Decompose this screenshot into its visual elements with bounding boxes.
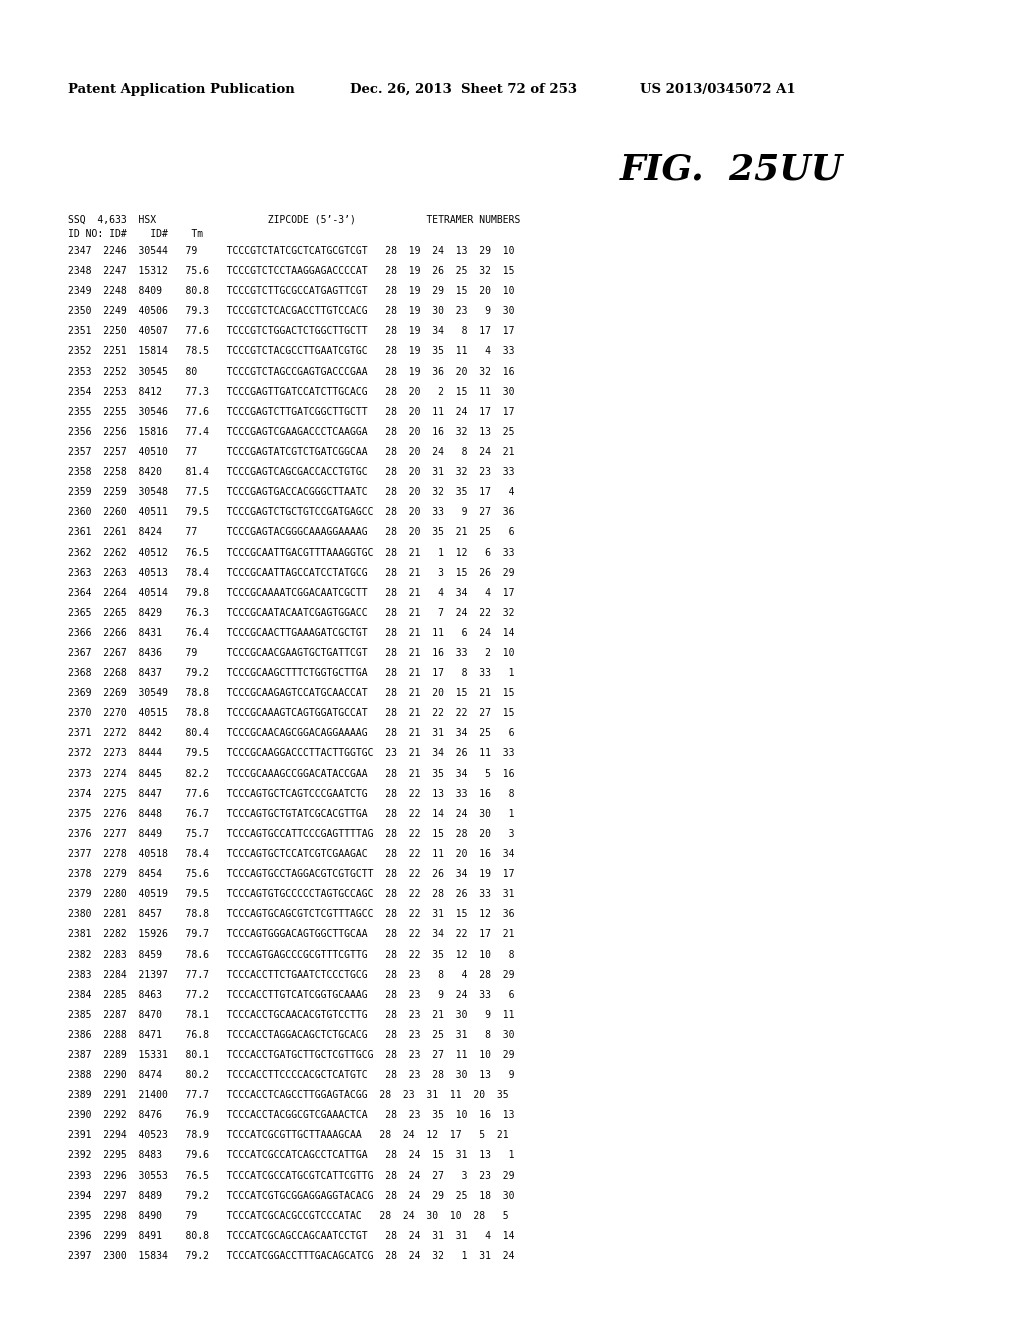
Text: 2396  2299  8491    80.8   TCCCATCGCAGCCAGCAATCCTGT   28  24  31  31   4  14: 2396 2299 8491 80.8 TCCCATCGCAGCCAGCAATC… — [68, 1232, 514, 1241]
Text: ID NO: ID#    ID#    Tm: ID NO: ID# ID# Tm — [68, 228, 203, 239]
Text: 2397  2300  15834   79.2   TCCCATCGGACCTTTGACAGCATCG  28  24  32   1  31  24: 2397 2300 15834 79.2 TCCCATCGGACCTTTGACA… — [68, 1251, 514, 1261]
Text: 2391  2294  40523   78.9   TCCCATCGCGTTGCTTAAAGCAA   28  24  12  17   5  21: 2391 2294 40523 78.9 TCCCATCGCGTTGCTTAAA… — [68, 1130, 509, 1140]
Text: 2371  2272  8442    80.4   TCCCGCAACAGCGGACAGGAAAAG   28  21  31  34  25   6: 2371 2272 8442 80.4 TCCCGCAACAGCGGACAGGA… — [68, 729, 514, 738]
Text: US 2013/0345072 A1: US 2013/0345072 A1 — [640, 83, 796, 96]
Text: 2367  2267  8436    79     TCCCGCAACGAAGTGCTGATTCGT   28  21  16  33   2  10: 2367 2267 8436 79 TCCCGCAACGAAGTGCTGATTC… — [68, 648, 514, 657]
Text: 2370  2270  40515   78.8   TCCCGCAAAGTCAGTGGATGCCAT   28  21  22  22  27  15: 2370 2270 40515 78.8 TCCCGCAAAGTCAGTGGAT… — [68, 709, 514, 718]
Text: 2382  2283  8459    78.6   TCCCAGTGAGCCCGCGTTTCGTTG   28  22  35  12  10   8: 2382 2283 8459 78.6 TCCCAGTGAGCCCGCGTTTC… — [68, 949, 514, 960]
Text: 2378  2279  8454    75.6   TCCCAGTGCCTAGGACGTCGTGCTT  28  22  26  34  19  17: 2378 2279 8454 75.6 TCCCAGTGCCTAGGACGTCG… — [68, 869, 514, 879]
Text: 2354  2253  8412    77.3   TCCCGAGTTGATCCATCTTGCACG   28  20   2  15  11  30: 2354 2253 8412 77.3 TCCCGAGTTGATCCATCTTG… — [68, 387, 514, 397]
Text: 2347  2246  30544   79     TCCCGTCTATCGCTCATGCGTCGT   28  19  24  13  29  10: 2347 2246 30544 79 TCCCGTCTATCGCTCATGCGT… — [68, 246, 514, 256]
Text: 2355  2255  30546   77.6   TCCCGAGTCTTGATCGGCTTGCTT   28  20  11  24  17  17: 2355 2255 30546 77.6 TCCCGAGTCTTGATCGGCT… — [68, 407, 514, 417]
Text: 2394  2297  8489    79.2   TCCCATCGTGCGGAGGAGGTACACG  28  24  29  25  18  30: 2394 2297 8489 79.2 TCCCATCGTGCGGAGGAGGT… — [68, 1191, 514, 1201]
Text: 2348  2247  15312   75.6   TCCCGTCTCCTAAGGAGACCCCAT   28  19  26  25  32  15: 2348 2247 15312 75.6 TCCCGTCTCCTAAGGAGAC… — [68, 267, 514, 276]
Text: 2376  2277  8449    75.7   TCCCAGTGCCATTCCCGAGTTTTAG  28  22  15  28  20   3: 2376 2277 8449 75.7 TCCCAGTGCCATTCCCGAGT… — [68, 829, 514, 840]
Text: 2372  2273  8444    79.5   TCCCGCAAGGACCCTTACTTGGTGC  23  21  34  26  11  33: 2372 2273 8444 79.5 TCCCGCAAGGACCCTTACTT… — [68, 748, 514, 759]
Text: 2356  2256  15816   77.4   TCCCGAGTCGAAGACCCTCAAGGA   28  20  16  32  13  25: 2356 2256 15816 77.4 TCCCGAGTCGAAGACCCTC… — [68, 426, 514, 437]
Text: SSQ  4,633  HSX                   ZIPCODE (5’-3’)            TETRAMER NUMBERS: SSQ 4,633 HSX ZIPCODE (5’-3’) TETRAMER N… — [68, 215, 520, 224]
Text: 2392  2295  8483    79.6   TCCCATCGCCATCAGCCTCATTGA   28  24  15  31  13   1: 2392 2295 8483 79.6 TCCCATCGCCATCAGCCTCA… — [68, 1151, 514, 1160]
Text: 2369  2269  30549   78.8   TCCCGCAAGAGTCCATGCAACCAT   28  21  20  15  21  15: 2369 2269 30549 78.8 TCCCGCAAGAGTCCATGCA… — [68, 688, 514, 698]
Text: 2386  2288  8471    76.8   TCCCACCTAGGACAGCTCTGCACG   28  23  25  31   8  30: 2386 2288 8471 76.8 TCCCACCTAGGACAGCTCTG… — [68, 1030, 514, 1040]
Text: 2352  2251  15814   78.5   TCCCGTCTACGCCTTGAATCGTGC   28  19  35  11   4  33: 2352 2251 15814 78.5 TCCCGTCTACGCCTTGAAT… — [68, 346, 514, 356]
Text: 2361  2261  8424    77     TCCCGAGTACGGGCAAAGGAAAAG   28  20  35  21  25   6: 2361 2261 8424 77 TCCCGAGTACGGGCAAAGGAAA… — [68, 528, 514, 537]
Text: 2368  2268  8437    79.2   TCCCGCAAGCTTTCTGGTGCTTGA   28  21  17   8  33   1: 2368 2268 8437 79.2 TCCCGCAAGCTTTCTGGTGC… — [68, 668, 514, 678]
Text: 2353  2252  30545   80     TCCCGTCTAGCCGAGTGACCCGAA   28  19  36  20  32  16: 2353 2252 30545 80 TCCCGTCTAGCCGAGTGACCC… — [68, 367, 514, 376]
Text: 2351  2250  40507   77.6   TCCCGTCTGGACTCTGGCTTGCTT   28  19  34   8  17  17: 2351 2250 40507 77.6 TCCCGTCTGGACTCTGGCT… — [68, 326, 514, 337]
Text: 2350  2249  40506   79.3   TCCCGTCTCACGACCTTGTCCACG   28  19  30  23   9  30: 2350 2249 40506 79.3 TCCCGTCTCACGACCTTGT… — [68, 306, 514, 317]
Text: 2390  2292  8476    76.9   TCCCACCTACGGCGTCGAAACTCA   28  23  35  10  16  13: 2390 2292 8476 76.9 TCCCACCTACGGCGTCGAAA… — [68, 1110, 514, 1121]
Text: 2364  2264  40514   79.8   TCCCGCAAAATCGGACAATCGCTT   28  21   4  34   4  17: 2364 2264 40514 79.8 TCCCGCAAAATCGGACAAT… — [68, 587, 514, 598]
Text: 2359  2259  30548   77.5   TCCCGAGTGACCACGGGCTTAATC   28  20  32  35  17   4: 2359 2259 30548 77.5 TCCCGAGTGACCACGGGCT… — [68, 487, 514, 498]
Text: 2387  2289  15331   80.1   TCCCACCTGATGCTTGCTCGTTGCG  28  23  27  11  10  29: 2387 2289 15331 80.1 TCCCACCTGATGCTTGCTC… — [68, 1049, 514, 1060]
Text: 2360  2260  40511   79.5   TCCCGAGTCTGCTGTCCGATGAGCC  28  20  33   9  27  36: 2360 2260 40511 79.5 TCCCGAGTCTGCTGTCCGA… — [68, 507, 514, 517]
Text: 2385  2287  8470    78.1   TCCCACCTGCAACACGTGTCCTTG   28  23  21  30   9  11: 2385 2287 8470 78.1 TCCCACCTGCAACACGTGTC… — [68, 1010, 514, 1020]
Text: Dec. 26, 2013  Sheet 72 of 253: Dec. 26, 2013 Sheet 72 of 253 — [350, 83, 577, 96]
Text: 2365  2265  8429    76.3   TCCCGCAATACAATCGAGTGGACC   28  21   7  24  22  32: 2365 2265 8429 76.3 TCCCGCAATACAATCGAGTG… — [68, 607, 514, 618]
Text: 2373  2274  8445    82.2   TCCCGCAAAGCCGGACATACCGAA   28  21  35  34   5  16: 2373 2274 8445 82.2 TCCCGCAAAGCCGGACATAC… — [68, 768, 514, 779]
Text: 2384  2285  8463    77.2   TCCCACCTTGTCATCGGTGCAAAG   28  23   9  24  33   6: 2384 2285 8463 77.2 TCCCACCTTGTCATCGGTGC… — [68, 990, 514, 999]
Text: 2379  2280  40519   79.5   TCCCAGTGTGCCCCCTAGTGCCAGC  28  22  28  26  33  31: 2379 2280 40519 79.5 TCCCAGTGTGCCCCCTAGT… — [68, 890, 514, 899]
Text: 2389  2291  21400   77.7   TCCCACCTCAGCCTTGGAGTACGG  28  23  31  11  20  35: 2389 2291 21400 77.7 TCCCACCTCAGCCTTGGAG… — [68, 1090, 509, 1100]
Text: 2381  2282  15926   79.7   TCCCAGTGGGACAGTGGCTTGCAA   28  22  34  22  17  21: 2381 2282 15926 79.7 TCCCAGTGGGACAGTGGCT… — [68, 929, 514, 940]
Text: 2383  2284  21397   77.7   TCCCACCTTCTGAATCTCCCTGCG   28  23   8   4  28  29: 2383 2284 21397 77.7 TCCCACCTTCTGAATCTCC… — [68, 970, 514, 979]
Text: 2362  2262  40512   76.5   TCCCGCAATTGACGTTTAAAGGTGC  28  21   1  12   6  33: 2362 2262 40512 76.5 TCCCGCAATTGACGTTTAA… — [68, 548, 514, 557]
Text: 2366  2266  8431    76.4   TCCCGCAACTTGAAAGATCGCTGT   28  21  11   6  24  14: 2366 2266 8431 76.4 TCCCGCAACTTGAAAGATCG… — [68, 628, 514, 638]
Text: 2395  2298  8490    79     TCCCATCGCACGCCGTCCCATAC   28  24  30  10  28   5: 2395 2298 8490 79 TCCCATCGCACGCCGTCCCATA… — [68, 1210, 509, 1221]
Text: 2393  2296  30553   76.5   TCCCATCGCCATGCGTCATTCGTTG  28  24  27   3  23  29: 2393 2296 30553 76.5 TCCCATCGCCATGCGTCAT… — [68, 1171, 514, 1180]
Text: FIG.  25UU: FIG. 25UU — [620, 152, 843, 186]
Text: 2357  2257  40510   77     TCCCGAGTATCGTCTGATCGGCAA   28  20  24   8  24  21: 2357 2257 40510 77 TCCCGAGTATCGTCTGATCGG… — [68, 447, 514, 457]
Text: 2388  2290  8474    80.2   TCCCACCTTCCCCACGCTCATGTC   28  23  28  30  13   9: 2388 2290 8474 80.2 TCCCACCTTCCCCACGCTCA… — [68, 1071, 514, 1080]
Text: 2358  2258  8420    81.4   TCCCGAGTCAGCGACCACCTGTGC   28  20  31  32  23  33: 2358 2258 8420 81.4 TCCCGAGTCAGCGACCACCT… — [68, 467, 514, 477]
Text: Patent Application Publication: Patent Application Publication — [68, 83, 295, 96]
Text: 2363  2263  40513   78.4   TCCCGCAATTAGCCATCCTATGCG   28  21   3  15  26  29: 2363 2263 40513 78.4 TCCCGCAATTAGCCATCCT… — [68, 568, 514, 578]
Text: 2375  2276  8448    76.7   TCCCAGTGCTGTATCGCACGTTGA   28  22  14  24  30   1: 2375 2276 8448 76.7 TCCCAGTGCTGTATCGCACG… — [68, 809, 514, 818]
Text: 2380  2281  8457    78.8   TCCCAGTGCAGCGTCTCGTTTAGCC  28  22  31  15  12  36: 2380 2281 8457 78.8 TCCCAGTGCAGCGTCTCGTT… — [68, 909, 514, 919]
Text: 2377  2278  40518   78.4   TCCCAGTGCTCCATCGTCGAAGAC   28  22  11  20  16  34: 2377 2278 40518 78.4 TCCCAGTGCTCCATCGTCG… — [68, 849, 514, 859]
Text: 2349  2248  8409    80.8   TCCCGTCTTGCGCCATGAGTTCGT   28  19  29  15  20  10: 2349 2248 8409 80.8 TCCCGTCTTGCGCCATGAGT… — [68, 286, 514, 296]
Text: 2374  2275  8447    77.6   TCCCAGTGCTCAGTCCCGAATCTG   28  22  13  33  16   8: 2374 2275 8447 77.6 TCCCAGTGCTCAGTCCCGAA… — [68, 789, 514, 799]
